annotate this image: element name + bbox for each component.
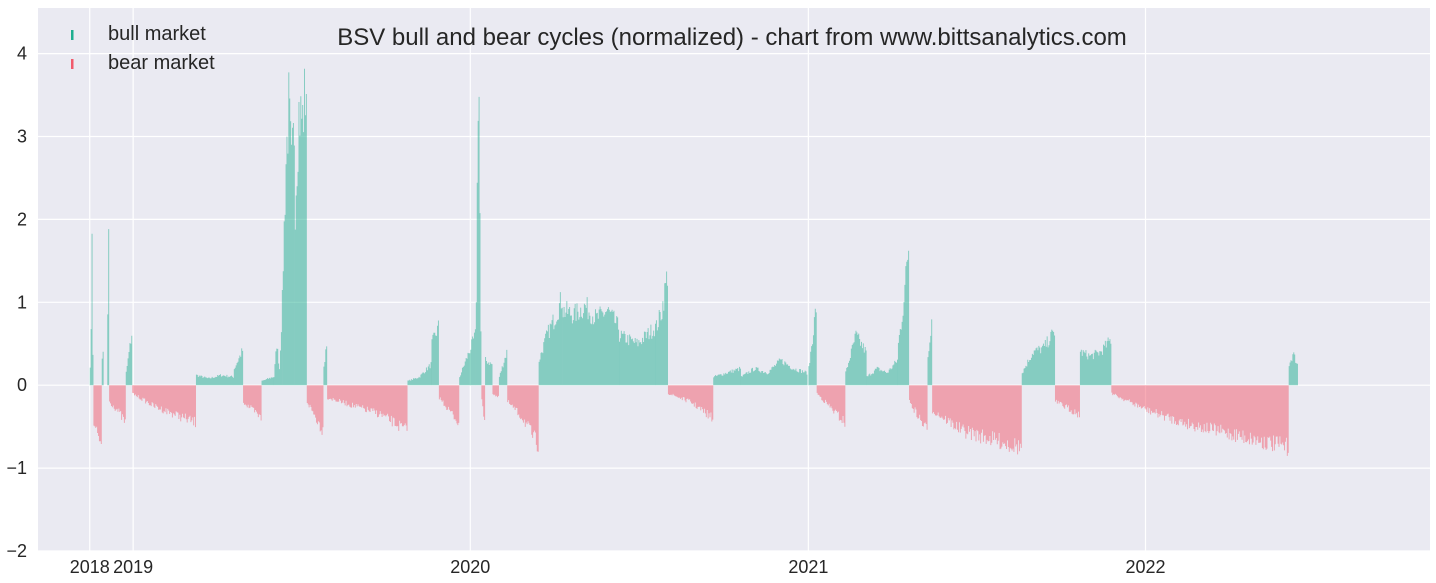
bull-bar-group bbox=[562, 297, 620, 386]
bear-bar-group bbox=[306, 385, 324, 435]
y-tick-label: −2 bbox=[6, 541, 27, 561]
bear-bar-group bbox=[1111, 385, 1289, 456]
bull-bar-group bbox=[282, 72, 295, 386]
bear-bar-group bbox=[492, 385, 499, 398]
legend-bull-swatch bbox=[71, 30, 74, 40]
bull-bar-group bbox=[538, 292, 563, 386]
bull-bar-group bbox=[1021, 329, 1056, 386]
legend-bear-swatch bbox=[71, 59, 74, 69]
bull-bar-group bbox=[498, 349, 508, 386]
bull-bar-group bbox=[125, 335, 133, 386]
data-bars bbox=[89, 68, 1298, 456]
bear-bar-group bbox=[438, 385, 460, 426]
bear-bar-group bbox=[932, 385, 1022, 455]
bull-bar-group bbox=[431, 320, 439, 386]
legend-bear-label: bear market bbox=[108, 52, 215, 74]
y-tick-label: 3 bbox=[17, 126, 27, 146]
bull-bar-group bbox=[407, 362, 432, 386]
bear-bar-group bbox=[507, 385, 539, 452]
bear-bar-group bbox=[481, 385, 486, 421]
bull-bar-group bbox=[459, 329, 476, 386]
bull-bar-group bbox=[655, 271, 668, 386]
x-tick-label: 2022 bbox=[1125, 557, 1165, 577]
x-tick-label: 2018 bbox=[70, 557, 110, 577]
bull-bar-group bbox=[233, 348, 244, 386]
bear-bar-group bbox=[132, 385, 196, 428]
x-tick-label: 2020 bbox=[450, 557, 490, 577]
bear-bar-group bbox=[327, 385, 408, 431]
bull-bar-group bbox=[1079, 337, 1112, 386]
x-tick-label: 2019 bbox=[113, 557, 153, 577]
bull-bar-group bbox=[485, 357, 493, 386]
chart-title: BSV bull and bear cycles (normalized) - … bbox=[337, 24, 1127, 51]
bear-bar-group bbox=[93, 385, 102, 444]
bull-bar-group bbox=[89, 233, 94, 386]
y-tick-label: 2 bbox=[17, 209, 27, 229]
bull-bar-group bbox=[866, 359, 898, 386]
x-axis-ticks: 2018 2019 2020 2021 2022 bbox=[70, 557, 1166, 577]
bear-bar-group bbox=[1054, 385, 1080, 418]
bear-bar-group bbox=[243, 385, 262, 421]
y-tick-label: 0 bbox=[17, 375, 27, 395]
bull-bar-group bbox=[261, 377, 274, 386]
bull-bar-group bbox=[713, 366, 741, 386]
y-tick-label: 4 bbox=[17, 44, 27, 64]
bear-bar-group bbox=[909, 385, 928, 430]
bull-bar-group bbox=[107, 229, 110, 386]
bull-bar-group bbox=[273, 289, 283, 386]
bull-bar-group bbox=[619, 323, 656, 386]
x-tick-label: 2021 bbox=[788, 557, 828, 577]
bull-bar-group bbox=[323, 346, 328, 386]
bull-bar-group bbox=[1288, 352, 1298, 386]
y-tick-label: −1 bbox=[6, 458, 27, 478]
bear-bar-group bbox=[667, 385, 714, 422]
bull-bar-group bbox=[101, 351, 104, 386]
bear-bar-group bbox=[816, 385, 846, 427]
y-tick-label: 1 bbox=[17, 292, 27, 312]
bear-bar-group bbox=[109, 385, 126, 423]
bull-bar-group bbox=[808, 308, 817, 386]
bull-bar-group bbox=[927, 319, 933, 386]
bull-bar-group bbox=[195, 374, 234, 386]
legend-bull-label: bull market bbox=[108, 23, 206, 45]
bull-bar-group bbox=[740, 358, 808, 386]
legend: bull market bear market bbox=[71, 23, 215, 74]
bull-bar-group bbox=[475, 96, 482, 386]
bull-bar-group bbox=[845, 330, 867, 386]
bull-bar-group bbox=[897, 250, 910, 386]
y-axis-ticks: −2 −1 0 1 2 3 4 bbox=[6, 44, 27, 561]
bull-bar-group bbox=[294, 68, 307, 386]
plot-background bbox=[38, 8, 1430, 551]
